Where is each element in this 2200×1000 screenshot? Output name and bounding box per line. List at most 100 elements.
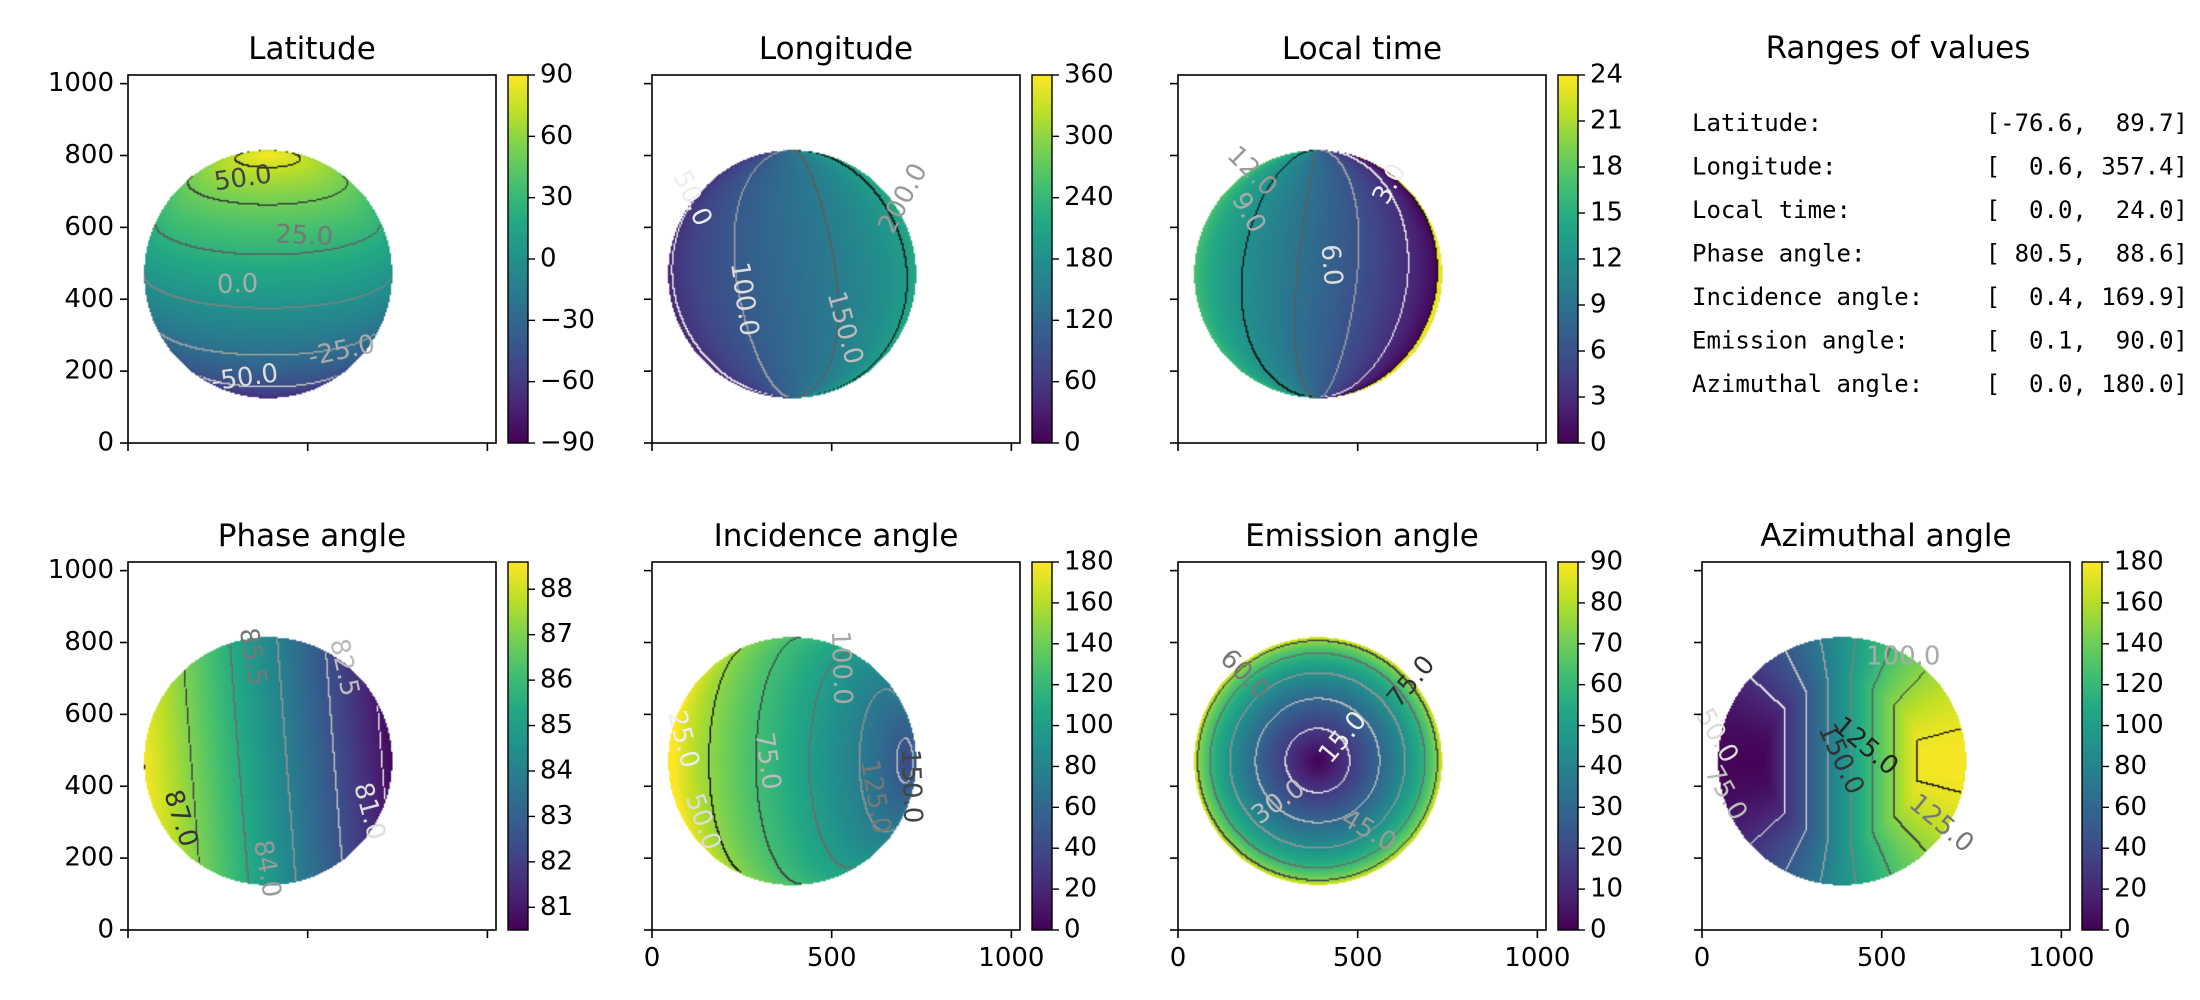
colorbar	[1557, 74, 1579, 444]
colorbar-tick-label: 180	[1064, 547, 1114, 577]
colorbar-tick-label: 300	[1064, 121, 1114, 151]
range-label: Latitude:	[1692, 109, 1822, 137]
colorbar	[507, 74, 529, 444]
heatmap-image	[652, 562, 1020, 930]
colorbar-tick-label: 20	[2114, 874, 2147, 904]
colorbar	[507, 561, 529, 931]
chart-panel-latitude: Latitude50.025.00.0-25.0-50.002004006008…	[48, 31, 595, 458]
panel-title: Azimuthal angle	[1760, 518, 2011, 554]
y-tick-label: 800	[64, 627, 114, 657]
colorbar-tick-label: 360	[1064, 60, 1114, 90]
range-value: [ 0.6, 357.4]	[1986, 153, 2188, 181]
axes-frame	[1177, 74, 1547, 444]
colorbar-tick-label: 0	[1590, 915, 1607, 945]
colorbar-tick-label: 180	[1064, 244, 1114, 274]
range-value: [-76.6, 89.7]	[1986, 109, 2188, 137]
colorbar	[1031, 74, 1053, 444]
colorbar-tick-label: 180	[2114, 547, 2164, 577]
colorbar-tick-label: 85	[540, 710, 573, 740]
range-value: [ 0.0, 180.0]	[1986, 370, 2188, 398]
x-tick-label: 0	[644, 943, 661, 973]
colorbar-tick-label: 6	[1590, 336, 1607, 366]
x-tick-label: 500	[1333, 943, 1383, 973]
chart-panel-phase: Phase angle87.085.584.082.581.0020040060…	[48, 518, 573, 945]
range-label: Emission angle:	[1692, 327, 1909, 355]
colorbar-tick-label: 84	[540, 755, 573, 785]
heatmap-image	[1178, 562, 1546, 930]
range-value: [ 0.1, 90.0]	[1986, 327, 2188, 355]
y-tick-label: 600	[64, 212, 114, 242]
y-tick-label: 1000	[48, 555, 114, 585]
panel-title: Incidence angle	[714, 518, 959, 554]
colorbar-tick-label: 40	[1064, 833, 1097, 863]
colorbar-tick-label: 70	[1590, 628, 1623, 658]
colorbar-tick-label: 40	[1590, 751, 1623, 781]
colorbar-tick-label: 30	[1590, 792, 1623, 822]
colorbar-tick-label: 0	[1590, 428, 1607, 458]
colorbar-tick-label: 120	[1064, 669, 1114, 699]
colorbar-tick-label: 90	[1590, 547, 1623, 577]
colorbar-tick-label: 140	[1064, 628, 1114, 658]
panel-title: Latitude	[248, 31, 376, 67]
colorbar	[1031, 561, 1053, 931]
colorbar-tick-label: 0	[1064, 428, 1081, 458]
range-value: [ 0.4, 169.9]	[1986, 283, 2188, 311]
colorbar-tick-label: 240	[1064, 182, 1114, 212]
heatmap-image	[1702, 562, 2070, 930]
colorbar-tick-label: 82	[540, 846, 573, 876]
colorbar-tick-label: 60	[540, 121, 573, 151]
x-tick-label: 500	[1857, 943, 1907, 973]
contour-label: 150.0	[895, 749, 928, 824]
colorbar-tick-label: 24	[1590, 60, 1623, 90]
axes-frame	[1701, 561, 2071, 931]
colorbar-tick-label: 0	[2114, 915, 2131, 945]
colorbar-tick-label: 30	[540, 182, 573, 212]
x-tick-label: 0	[1694, 943, 1711, 973]
contour-label: 100.0	[1866, 641, 1940, 671]
colorbar-tick-label: 60	[2114, 792, 2147, 822]
colorbar	[1557, 561, 1579, 931]
y-tick-label: 1000	[48, 68, 114, 98]
y-tick-label: 600	[64, 699, 114, 729]
colorbar-tick-label: 90	[540, 60, 573, 90]
colorbar-tick-label: 80	[1064, 751, 1097, 781]
x-tick-label: 0	[1170, 943, 1187, 973]
colorbar-tick-label: 80	[2114, 751, 2147, 781]
range-label: Longitude:	[1692, 153, 1837, 181]
colorbar-tick-label: 120	[1064, 305, 1114, 335]
colorbar-tick-label: 15	[1590, 198, 1623, 228]
heatmap-image	[1178, 75, 1546, 443]
colorbar-tick-label: 83	[540, 801, 573, 831]
heatmap-image	[128, 75, 496, 443]
colorbar-tick-label: 21	[1590, 106, 1623, 136]
ranges-panel: Ranges of values Latitude: [-76.6, 89.7] Lo…	[1692, 30, 2188, 398]
colorbar-tick-label: 40	[2114, 833, 2147, 863]
contour-label: 6.0	[1314, 243, 1347, 287]
colorbar-tick-label: 88	[540, 574, 573, 604]
range-label: Azimuthal angle:	[1692, 370, 1923, 398]
colorbar-tick-label: 50	[1590, 710, 1623, 740]
x-tick-label: 1000	[978, 943, 1044, 973]
x-tick-label: 1000	[2028, 943, 2094, 973]
panel-title: Emission angle	[1245, 518, 1479, 554]
heatmap-image	[652, 75, 1020, 443]
colorbar-tick-label: 0	[540, 244, 557, 274]
colorbar-tick-label: 80	[1590, 587, 1623, 617]
colorbar-tick-label: 20	[1590, 833, 1623, 863]
axes-frame	[127, 74, 497, 444]
y-tick-label: 200	[64, 356, 114, 386]
contour-label: 100.0	[825, 630, 858, 705]
range-value: [ 0.0, 24.0]	[1986, 196, 2188, 224]
panel-title: Phase angle	[218, 518, 406, 554]
colorbar-tick-label: 160	[1064, 587, 1114, 617]
y-tick-label: 0	[97, 428, 114, 458]
range-label: Phase angle:	[1692, 240, 1865, 268]
panel-title: Local time	[1282, 31, 1442, 67]
colorbar-tick-label: 120	[2114, 669, 2164, 699]
colorbar-tick-label: 20	[1064, 874, 1097, 904]
colorbar-tick-label: 60	[1064, 792, 1097, 822]
